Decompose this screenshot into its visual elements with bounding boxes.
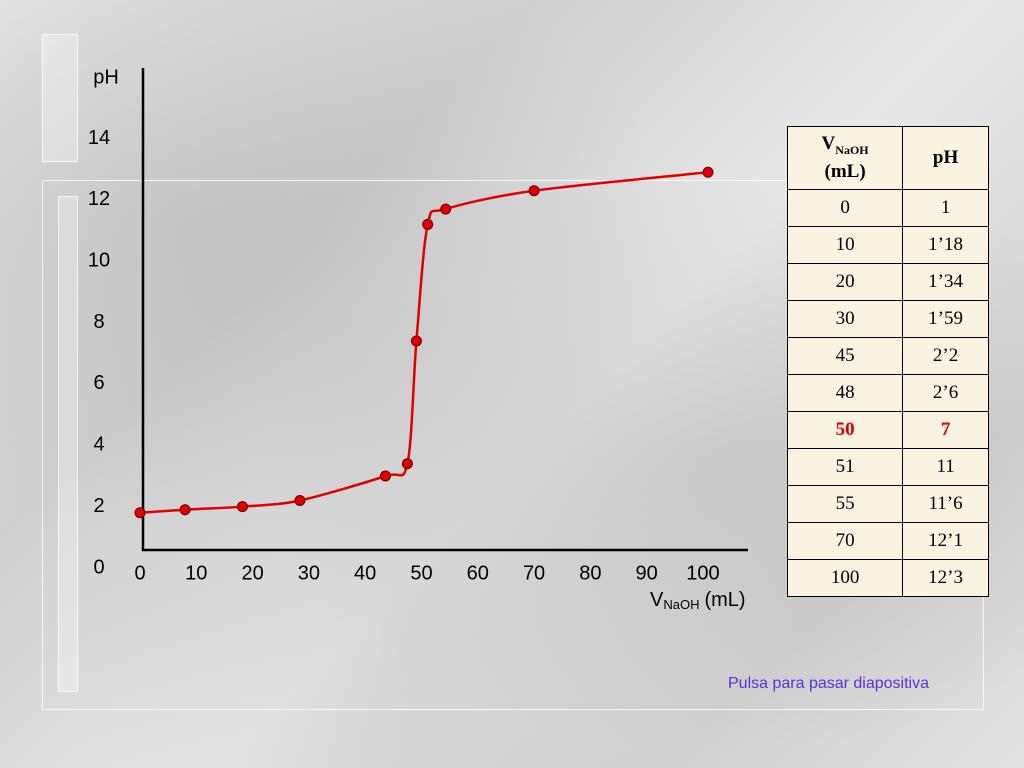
x-tick-label: 20	[241, 562, 263, 584]
table-cell: 2’2	[902, 337, 989, 375]
data-point	[528, 185, 540, 197]
header-cell: pH	[902, 126, 989, 190]
table-cell: 2’6	[902, 374, 989, 412]
table-cell: 1’18	[902, 226, 989, 264]
x-tick-label: 10	[185, 562, 207, 584]
x-label-main: V	[650, 589, 664, 611]
y-tick-label: 10	[88, 250, 110, 272]
table-cell: 0	[786, 189, 904, 227]
y-tick-label: 8	[93, 311, 104, 333]
table-cell: 1’59	[902, 300, 989, 338]
x-tick-label: 50	[410, 562, 432, 584]
header-main: V	[821, 133, 836, 155]
y-tick-label: 14	[88, 127, 110, 149]
table-cell: 1’34	[902, 263, 989, 301]
table-cell: 70	[786, 522, 904, 560]
x-tick-label: 80	[579, 562, 601, 584]
x-label-unit: (mL)	[704, 589, 745, 611]
data-point	[401, 458, 413, 470]
frame	[42, 34, 78, 162]
data-point	[179, 504, 191, 516]
data-point	[236, 501, 248, 513]
table-row: 55 11’6	[786, 485, 989, 523]
data-point	[294, 495, 306, 507]
y-tick-label: 6	[93, 372, 104, 394]
x-tick-label: 90	[636, 562, 658, 584]
table-row: 30 1’59	[786, 300, 989, 338]
y-tick-label: 2	[93, 495, 104, 517]
x-axis-label: VNaOH (mL)	[650, 589, 746, 612]
table-row: 100 12’3	[786, 559, 989, 597]
table-cell: 10	[786, 226, 904, 264]
x-tick-label: 100	[686, 562, 719, 584]
header-cell: VNaOH (mL)	[786, 126, 904, 190]
x-tick-label: 60	[467, 562, 489, 584]
header-unit: (mL)	[824, 160, 866, 182]
table-row: 20 1’34	[786, 263, 989, 301]
table-cell: 12’1	[902, 522, 989, 560]
table-row: 51 11	[786, 448, 989, 486]
frame	[58, 196, 78, 692]
x-label-sub: NaOH	[663, 597, 699, 612]
y-axis-label: pH	[93, 66, 119, 88]
data-point	[422, 218, 434, 230]
table-cell: 45	[786, 337, 904, 375]
table-cell: 11	[902, 448, 989, 486]
table-cell: 12’3	[902, 559, 989, 597]
table-row: 48 2’6	[786, 374, 989, 412]
table-cell: 48	[786, 374, 904, 412]
data-point	[379, 470, 391, 482]
table-cell: 51	[786, 448, 904, 486]
table-cell: 30	[786, 300, 904, 338]
data-point	[410, 335, 422, 347]
table-row: 10 1’18	[786, 226, 989, 264]
x-tick-label: 0	[134, 562, 145, 584]
table-row: 70 12’1	[786, 522, 989, 560]
table-cell: 50	[786, 411, 904, 449]
table-cell: 20	[786, 263, 904, 301]
header-sub: NaOH	[835, 142, 869, 157]
data-table: VNaOH (mL) pH 0 1 10 1’18 20 1’34 30 1’59 45 2’2 48…	[786, 126, 989, 597]
table-cell: 100	[786, 559, 904, 597]
y-tick-label: 0	[93, 556, 104, 578]
table-row: 50 7	[786, 411, 989, 449]
x-tick-label: 40	[354, 562, 376, 584]
x-tick-label: 30	[298, 562, 320, 584]
x-tick-label: 70	[523, 562, 545, 584]
y-tick-label: 4	[93, 434, 104, 456]
data-point	[134, 507, 146, 519]
table-cell: 7	[902, 411, 989, 449]
table-cell: 1	[902, 189, 989, 227]
next-slide-link[interactable]: Pulsa para pasar diapositiva	[728, 675, 930, 692]
y-tick-label: 12	[88, 188, 110, 210]
data-point	[702, 166, 714, 178]
table-cell: 55	[786, 485, 904, 523]
table-cell: 11’6	[902, 485, 989, 523]
table-row: 45 2’2	[786, 337, 989, 375]
data-point	[440, 203, 452, 215]
